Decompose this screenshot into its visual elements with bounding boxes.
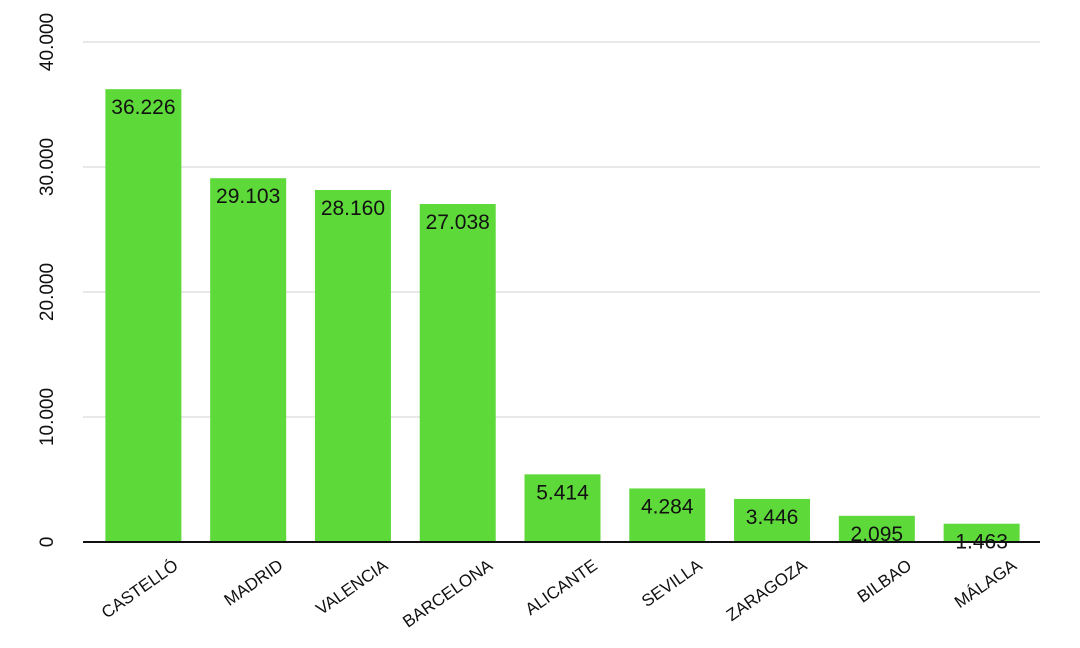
x-category-label: CASTELLÓ [98, 556, 182, 623]
x-category-label: ALICANTE [522, 556, 601, 619]
y-tick-label: 30.000 [37, 138, 58, 196]
bars [105, 89, 1020, 543]
bar [734, 498, 811, 542]
x-category-label: BILBAO [854, 556, 915, 607]
bar-value-label: 2.095 [851, 523, 904, 546]
bar [105, 89, 182, 543]
bar [419, 204, 496, 542]
bar [210, 178, 287, 542]
bar-value-label: 36.226 [111, 96, 175, 119]
y-tick-label: 0 [37, 537, 58, 548]
bar-value-label: 27.038 [426, 211, 490, 234]
x-category-label: MÁLAGA [951, 555, 1020, 612]
x-category-label: SEVILLA [638, 555, 706, 611]
bar-value-label: 3.446 [746, 506, 799, 529]
bar-value-label: 5.414 [536, 481, 589, 504]
bar-value-label: 1.463 [955, 531, 1008, 554]
bar [838, 515, 915, 542]
bar [314, 190, 391, 542]
x-category-label: ZARAGOZA [723, 555, 811, 625]
bar [943, 523, 1020, 542]
bar [524, 474, 601, 542]
y-tick-label: 10.000 [37, 388, 58, 446]
y-tick-label: 40.000 [37, 13, 58, 71]
bar-value-label: 4.284 [641, 495, 694, 518]
x-category-label: VALENCIA [312, 555, 391, 618]
bar-value-label: 28.160 [321, 197, 385, 220]
x-category-label: BARCELONA [399, 555, 496, 631]
x-category-label: MADRID [221, 556, 287, 610]
bar-value-label: 29.103 [216, 185, 280, 208]
y-tick-label: 20.000 [37, 263, 58, 321]
bar [629, 488, 706, 542]
